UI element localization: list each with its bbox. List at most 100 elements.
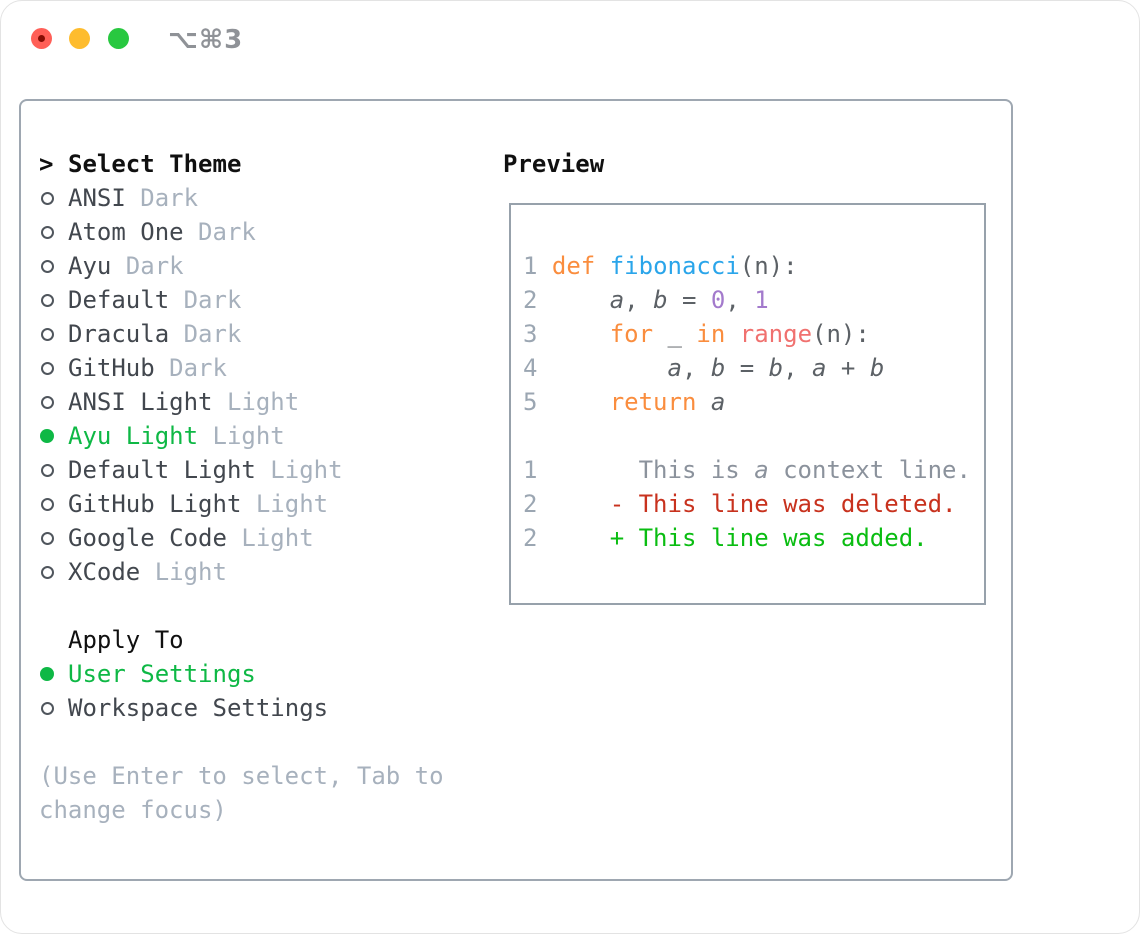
item-variant: Dark — [125, 184, 199, 212]
theme-item-github-light[interactable]: GitHub Light Light — [39, 487, 444, 521]
item-label: Atom One Dark — [68, 218, 256, 246]
code-token-kw: for — [609, 320, 654, 348]
item-label: Workspace Settings — [68, 694, 328, 722]
item-name: Ayu — [68, 252, 112, 280]
code-token-ln: 2 — [523, 524, 552, 552]
apply-option-workspace-settings[interactable]: Workspace Settings — [39, 691, 444, 725]
prompt-icon: > — [39, 150, 54, 178]
radio-marker — [39, 191, 68, 205]
radio-unselected-icon — [41, 565, 54, 579]
code-token-fg: , — [725, 286, 755, 314]
code-token-fg: _ — [653, 320, 697, 348]
code-line: 2 a, b = 0, 1 — [523, 283, 984, 317]
theme-item-google-code[interactable]: Google Code Light — [39, 521, 444, 555]
radio-unselected-icon — [41, 463, 54, 477]
code-token-fg: b — [710, 354, 726, 382]
item-label: Dracula Dark — [68, 320, 241, 348]
prompt-marker: > — [39, 150, 68, 178]
code-token-fg: = — [667, 286, 711, 314]
radio-unselected-icon — [41, 531, 54, 545]
item-name: GitHub Light — [68, 490, 242, 518]
theme-item-ayu-light[interactable]: Ayu Light Light — [39, 419, 444, 453]
window-title: ⌥⌘3 — [168, 25, 244, 55]
item-label: Default Dark — [68, 286, 241, 314]
code-token-fg — [725, 320, 739, 348]
code-token-fg: b — [768, 354, 784, 382]
apply-option-user-settings[interactable]: User Settings — [39, 657, 444, 691]
item-label: ANSI Dark — [68, 184, 198, 212]
code-token-ln: 2 — [523, 490, 552, 518]
code-token-fg: + — [826, 354, 870, 382]
radio-unselected-icon — [41, 497, 54, 511]
radio-marker — [39, 395, 68, 409]
radio-marker — [39, 429, 68, 443]
apply-to-header: Apply To — [68, 626, 184, 654]
select-theme-header-row: > Select Theme — [39, 147, 444, 181]
item-name: ANSI — [68, 184, 126, 212]
code-token-fg: , — [783, 354, 813, 382]
item-variant: Light — [198, 422, 285, 450]
code-token-ln: 4 — [523, 354, 552, 382]
code-token-fg: b — [869, 354, 885, 382]
theme-item-github[interactable]: GitHub Dark — [39, 351, 444, 385]
radio-unselected-icon — [41, 395, 54, 409]
radio-selected-icon — [40, 429, 54, 443]
theme-item-default-light[interactable]: Default Light Light — [39, 453, 444, 487]
code-token-fg: a — [667, 354, 682, 382]
item-name: Default Light — [68, 456, 256, 484]
item-variant: Dark — [111, 252, 184, 280]
item-variant: Light — [241, 490, 329, 518]
code-token-fg: (n): — [812, 320, 870, 348]
item-variant: Light — [212, 388, 300, 416]
theme-item-ansi-light[interactable]: ANSI Light Light — [39, 385, 444, 419]
code-token-fg — [552, 354, 668, 382]
code-token-fg: , — [624, 286, 654, 314]
theme-item-ansi[interactable]: ANSI Dark — [39, 181, 444, 215]
code-token-fg: a — [710, 388, 726, 416]
item-label: Ayu Dark — [68, 252, 184, 280]
minimize-button[interactable] — [69, 28, 90, 49]
item-label: Default Light Light — [68, 456, 343, 484]
close-button[interactable] — [31, 28, 52, 49]
theme-list: ANSI Dark Atom One Dark Ayu Dark Default Da… — [39, 181, 444, 589]
select-theme-header: Select Theme — [68, 150, 242, 178]
radio-marker — [39, 667, 68, 681]
theme-item-ayu[interactable]: Ayu Dark — [39, 249, 444, 283]
item-variant: Dark — [154, 354, 227, 382]
item-name: Workspace Settings — [68, 694, 329, 722]
code-line: 1 This is a context line. — [523, 453, 984, 487]
code-token-ctx: a — [754, 456, 769, 484]
radio-unselected-icon — [41, 259, 54, 273]
theme-item-xcode[interactable]: XCode Light — [39, 555, 444, 589]
code-token-fg: (n): — [739, 252, 798, 280]
item-label: Google Code Light — [68, 524, 314, 552]
theme-item-default[interactable]: Default Dark — [39, 283, 444, 317]
item-name: Google Code — [68, 524, 227, 552]
radio-marker — [39, 463, 68, 477]
radio-marker — [39, 497, 68, 511]
radio-marker — [39, 293, 68, 307]
theme-pane: > Select Theme ANSI Dark Atom One Dark Ayu… — [39, 147, 444, 827]
titlebar: ⌥⌘3 — [1, 1, 1139, 79]
item-name: Atom One — [68, 218, 184, 246]
theme-item-dracula[interactable]: Dracula Dark — [39, 317, 444, 351]
spacer — [39, 589, 444, 623]
item-label: GitHub Dark — [68, 354, 227, 382]
code-token-fg — [552, 320, 610, 348]
code-token-ctx: context line. — [768, 456, 971, 484]
code-token-ln: 3 — [523, 320, 552, 348]
code-token-fg — [552, 524, 610, 552]
radio-marker — [39, 225, 68, 239]
theme-item-atom-one[interactable]: Atom One Dark — [39, 215, 444, 249]
hint-text: change focus) — [39, 796, 227, 824]
theme-picker-panel: > Select Theme ANSI Dark Atom One Dark Ayu… — [19, 99, 1013, 881]
zoom-button[interactable] — [108, 28, 129, 49]
code-line: 2 + This line was added. — [523, 521, 984, 555]
code-token-fg: b — [653, 286, 668, 314]
code-line: 3 for _ in range(n): — [523, 317, 984, 351]
code-token-ln: 5 — [523, 388, 552, 416]
code-token-fg — [552, 286, 610, 314]
code-token-num: 1 — [754, 286, 769, 314]
item-name: ANSI Light — [68, 388, 213, 416]
